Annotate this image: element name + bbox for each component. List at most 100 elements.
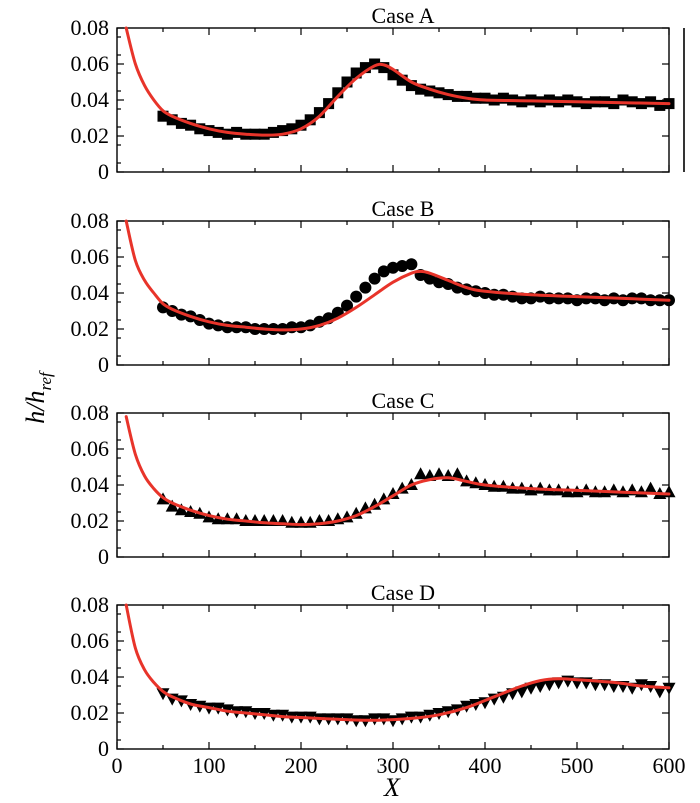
case-a-point-3 [185,119,197,131]
case-a-point-17 [313,107,325,119]
xtick-label-3: 300 [377,753,410,778]
case-a-ytick-label-4: 0.08 [71,15,110,40]
case-b-point-26 [396,260,409,272]
case-a-ytick-label-1: 0.02 [71,123,110,148]
case-a-point-21 [350,67,362,79]
case-c-point-1 [165,499,179,512]
case-d-point-40 [524,682,538,695]
case-a-point-26 [396,74,408,86]
case-a-point-33 [461,90,473,102]
case-c-point-24 [377,492,391,505]
case-a-point-22 [359,62,371,74]
case-d-point-0 [156,688,170,701]
case-a-point-29 [424,85,436,97]
case-b-point-25 [387,261,399,274]
case-d-ytick-label-2: 0.04 [71,664,110,689]
case-c-point-28 [414,467,428,480]
case-d-point-41 [533,681,547,693]
case-a-point-15 [295,119,307,131]
case-d-ytick-label-0: 0 [98,736,109,761]
case-a-point-35 [479,92,491,104]
case-a-title: Case A [372,3,435,28]
x-axis-label: X [383,773,401,802]
xtick-label-1: 100 [193,753,226,778]
case-a-point-19 [332,87,344,99]
case-a-point-0 [157,110,169,122]
case-d-point-54 [653,686,667,699]
case-b-point-27 [405,258,418,271]
case-c-title: Case C [372,388,435,413]
case-c-ytick-label-4: 0.08 [71,400,110,425]
case-c-point-32 [450,467,464,480]
case-b-point-22 [359,281,372,294]
case-a-point-23 [369,58,381,70]
panels-group: Case A 0 0.02 0.04 0.06 0.08 Case B 0 0.02 0.04 0.… [71,3,686,778]
case-d-fit-curve [124,603,671,722]
case-a-point-13 [277,125,289,137]
case-a-point-37 [497,92,509,104]
y-axis-label: h/href [21,370,55,424]
case-b-ytick-label-0: 0 [98,352,109,377]
case-b-point-20 [341,299,353,312]
case-c-panel: Case C 0 0.02 0.04 0.06 0.08 [71,388,676,569]
case-d-point-42 [542,679,556,692]
case-a-point-1 [166,114,178,126]
case-b-ytick-label-1: 0.02 [71,316,110,341]
case-a-point-2 [175,117,187,129]
case-c-ytick-label-2: 0.04 [71,472,110,497]
xtick-label-6: 600 [653,753,686,778]
case-a-point-16 [304,114,316,126]
case-a-point-7 [221,128,233,140]
case-a-point-14 [286,123,298,135]
xtick-label-2: 200 [285,753,318,778]
case-a-point-28 [415,83,427,95]
case-d-ytick-label-4: 0.08 [71,592,110,617]
case-b-fit-curve [124,219,671,332]
case-c-ytick-label-1: 0.02 [71,508,110,533]
xtick-label-4: 400 [469,753,502,778]
case-a-ytick-label-3: 0.06 [71,51,110,76]
case-b-ytick-label-3: 0.06 [71,244,110,269]
case-a-point-50 [617,94,629,106]
case-a-point-6 [212,126,224,138]
case-d-panel: Case D 0 0.02 0.04 0.06 0.08 0 100 200 300 400 500 6… [71,580,686,778]
case-d-ytick-label-1: 0.02 [71,700,110,725]
case-a-ytick-label-2: 0.04 [71,87,110,112]
case-a-point-24 [378,62,390,74]
case-b-point-21 [350,290,363,303]
case-c-ytick-label-3: 0.06 [71,436,110,461]
case-d-point-43 [552,677,566,690]
case-a-point-27 [405,80,417,92]
case-d-point-39 [515,686,529,699]
case-a-point-5 [203,125,215,137]
case-c-point-30 [432,467,446,480]
case-a-point-25 [387,69,399,81]
xtick-label-0: 0 [112,753,123,778]
y-axis-label-main: h/h [21,391,50,424]
xtick-label-5: 500 [561,753,594,778]
case-c-point-49 [607,483,621,496]
case-a-point-46 [580,98,592,110]
case-c-ytick-label-0: 0 [98,544,109,569]
case-d-frame [116,604,670,750]
case-b-panel: Case B 0 0.02 0.04 0.06 0.08 [71,196,675,377]
case-a-ytick-label-0: 0 [98,159,109,184]
case-a-panel: Case A 0 0.02 0.04 0.06 0.08 [71,3,675,184]
case-a-fit-curve [124,26,671,137]
case-c-fit-curve [124,415,671,527]
case-d-ytick-label-3: 0.06 [71,628,110,653]
y-axis-label-sub: ref [36,370,55,391]
case-a-point-20 [341,76,353,88]
case-c-point-8 [230,512,244,525]
case-c-point-53 [644,481,658,494]
case-a-point-54 [654,99,666,111]
case-a-point-4 [194,123,206,135]
case-a-point-18 [323,98,335,110]
case-c-point-2 [174,503,188,516]
case-b-point-23 [368,272,381,285]
case-a-point-12 [267,126,279,138]
case-b-ytick-label-4: 0.08 [71,208,110,233]
case-a-point-44 [562,94,574,106]
case-d-title: Case D [371,580,435,605]
